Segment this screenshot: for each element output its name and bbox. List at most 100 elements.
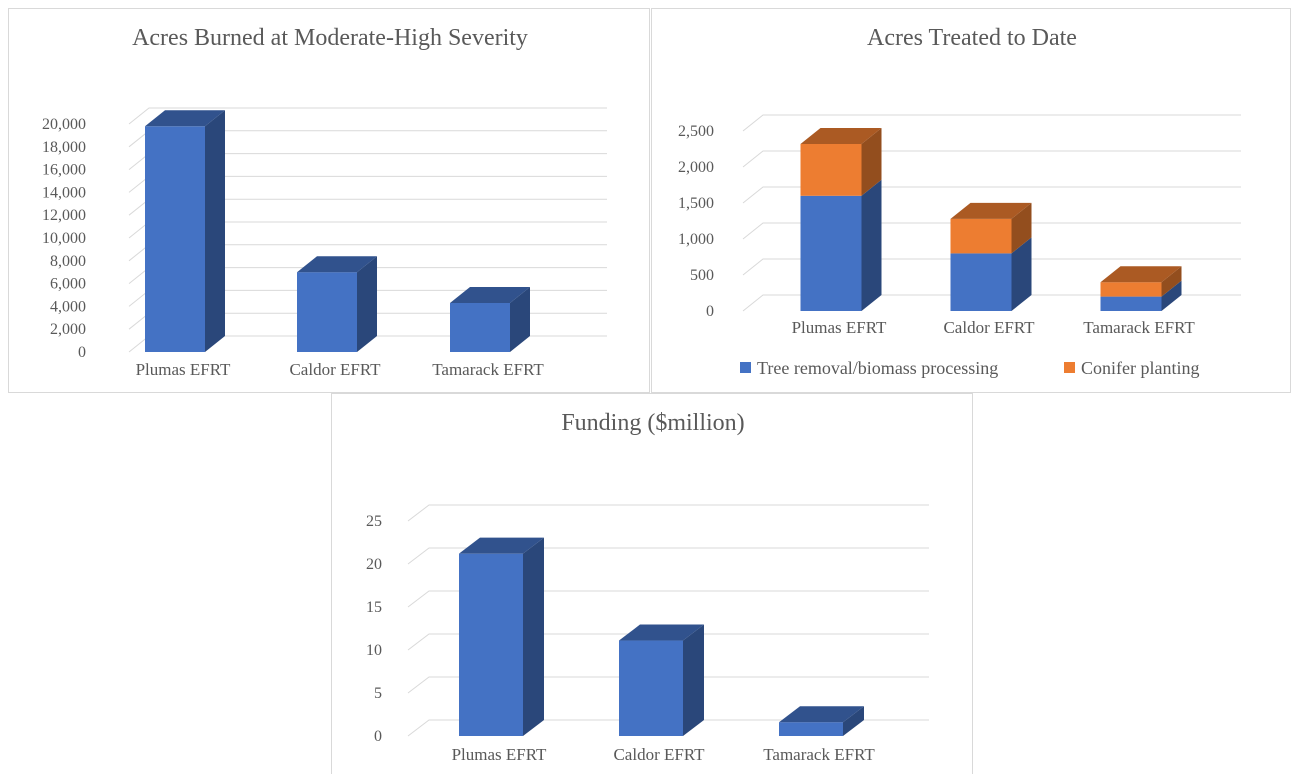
bar xyxy=(297,256,377,352)
bar-front xyxy=(800,195,862,311)
bar-side xyxy=(510,286,530,352)
gridline xyxy=(742,294,1241,312)
bar-top xyxy=(450,286,530,303)
bar xyxy=(950,237,1032,311)
chart-title: Acres Burned at Moderate-High Severity xyxy=(132,25,528,51)
x-category-label: Tamarack EFRT xyxy=(432,360,544,379)
bar-top xyxy=(297,256,377,273)
y-tick-label: 12,000 xyxy=(42,207,86,224)
bar-front xyxy=(800,143,862,196)
chart-funding-svg: Funding ($million) 0 5 10 15 20 25 Plumas EFRT… xyxy=(366,410,929,764)
chart-title: Funding ($million) xyxy=(561,410,744,436)
gridline xyxy=(742,150,1241,168)
y-tick-label: 18,000 xyxy=(42,139,86,156)
bar-front xyxy=(145,126,205,352)
bar-side xyxy=(1161,280,1182,311)
bar-top xyxy=(145,110,225,127)
bar-top xyxy=(459,537,544,554)
bar-side xyxy=(523,537,544,736)
bar-side xyxy=(861,127,882,196)
legend-entry: Tree removal/biomass processing xyxy=(740,358,998,378)
y-tick-label: 20 xyxy=(366,556,382,573)
bar xyxy=(619,624,704,736)
gridline xyxy=(407,547,929,565)
chart-title: Acres Treated to Date xyxy=(867,25,1077,51)
y-tick-label: 10 xyxy=(366,642,382,659)
y-tick-label: 2,000 xyxy=(50,321,86,338)
bar-side xyxy=(1011,202,1032,254)
bar-front xyxy=(1100,282,1162,297)
bar xyxy=(1100,280,1182,311)
bar-top xyxy=(800,127,882,144)
gridline xyxy=(742,258,1241,276)
y-tick-label: 20,000 xyxy=(42,116,86,133)
bar-front xyxy=(619,640,683,736)
x-category-label: Plumas EFRT xyxy=(136,360,231,379)
legend-label: Conifer planting xyxy=(1081,358,1199,378)
bar-side xyxy=(861,179,882,311)
gridline xyxy=(407,504,929,522)
bar xyxy=(1100,266,1182,297)
gridline xyxy=(407,633,929,651)
y-tick-label: 14,000 xyxy=(42,184,86,201)
x-category-label: Caldor EFRT xyxy=(289,360,381,379)
bar xyxy=(450,286,530,352)
bar xyxy=(950,202,1032,254)
legend-swatch xyxy=(740,362,751,373)
y-tick-label: 0 xyxy=(706,303,714,320)
x-category-label: Tamarack EFRT xyxy=(1083,318,1195,337)
y-tick-label: 8,000 xyxy=(50,253,86,270)
y-tick-label: 0 xyxy=(374,728,382,745)
bar-top xyxy=(1100,266,1182,283)
chart-acres-treated: Acres Treated to Date 0 500 1,000 1,500 2,00… xyxy=(651,8,1291,393)
legend-swatch xyxy=(1064,362,1075,373)
gridline xyxy=(742,186,1241,204)
y-tick-label: 1,000 xyxy=(678,231,714,248)
bar-front xyxy=(950,218,1012,254)
y-tick-label: 1,500 xyxy=(678,195,714,212)
y-tick-label: 4,000 xyxy=(50,298,86,315)
chart-acres-burned: Acres Burned at Moderate-High Severity 0… xyxy=(8,8,650,393)
bar-front xyxy=(950,253,1012,311)
legend-entry: Conifer planting xyxy=(1064,358,1199,378)
x-category-label: Plumas EFRT xyxy=(792,318,887,337)
bar-front xyxy=(779,722,843,736)
y-tick-label: 25 xyxy=(366,513,382,530)
chart-acres-treated-svg: Acres Treated to Date 0 500 1,000 1,500 2,00… xyxy=(678,25,1241,378)
y-tick-label: 5 xyxy=(374,685,382,702)
bar xyxy=(800,127,882,196)
x-category-label: Caldor EFRT xyxy=(613,745,705,764)
bar-top xyxy=(619,624,704,641)
y-tick-label: 0 xyxy=(78,344,86,361)
gridline xyxy=(407,719,929,737)
bar-front xyxy=(459,553,523,736)
bar-side xyxy=(1011,237,1032,311)
chart-funding: Funding ($million) 0 5 10 15 20 25 Plumas EFRT… xyxy=(331,393,973,774)
y-tick-label: 16,000 xyxy=(42,162,86,179)
bar-front xyxy=(450,302,510,352)
x-category-label: Plumas EFRT xyxy=(452,745,547,764)
bar-side xyxy=(357,256,377,352)
gridline xyxy=(407,590,929,608)
bar-top xyxy=(950,202,1032,219)
bar-side xyxy=(205,110,225,352)
bar xyxy=(800,179,882,311)
gridline xyxy=(742,114,1241,132)
y-tick-label: 15 xyxy=(366,599,382,616)
bar-top xyxy=(779,706,864,723)
bar-side xyxy=(843,706,864,736)
y-tick-label: 2,500 xyxy=(678,123,714,140)
bar xyxy=(145,110,225,352)
y-tick-label: 500 xyxy=(690,267,714,284)
gridline xyxy=(407,676,929,694)
bar xyxy=(779,706,864,736)
gridline xyxy=(128,107,607,125)
x-category-label: Tamarack EFRT xyxy=(763,745,875,764)
y-tick-label: 6,000 xyxy=(50,276,86,293)
y-tick-label: 10,000 xyxy=(42,230,86,247)
gridline xyxy=(742,222,1241,240)
legend-label: Tree removal/biomass processing xyxy=(757,358,998,378)
x-category-label: Caldor EFRT xyxy=(943,318,1035,337)
chart-acres-burned-svg: Acres Burned at Moderate-High Severity 0… xyxy=(42,25,607,379)
bar-side xyxy=(683,624,704,736)
